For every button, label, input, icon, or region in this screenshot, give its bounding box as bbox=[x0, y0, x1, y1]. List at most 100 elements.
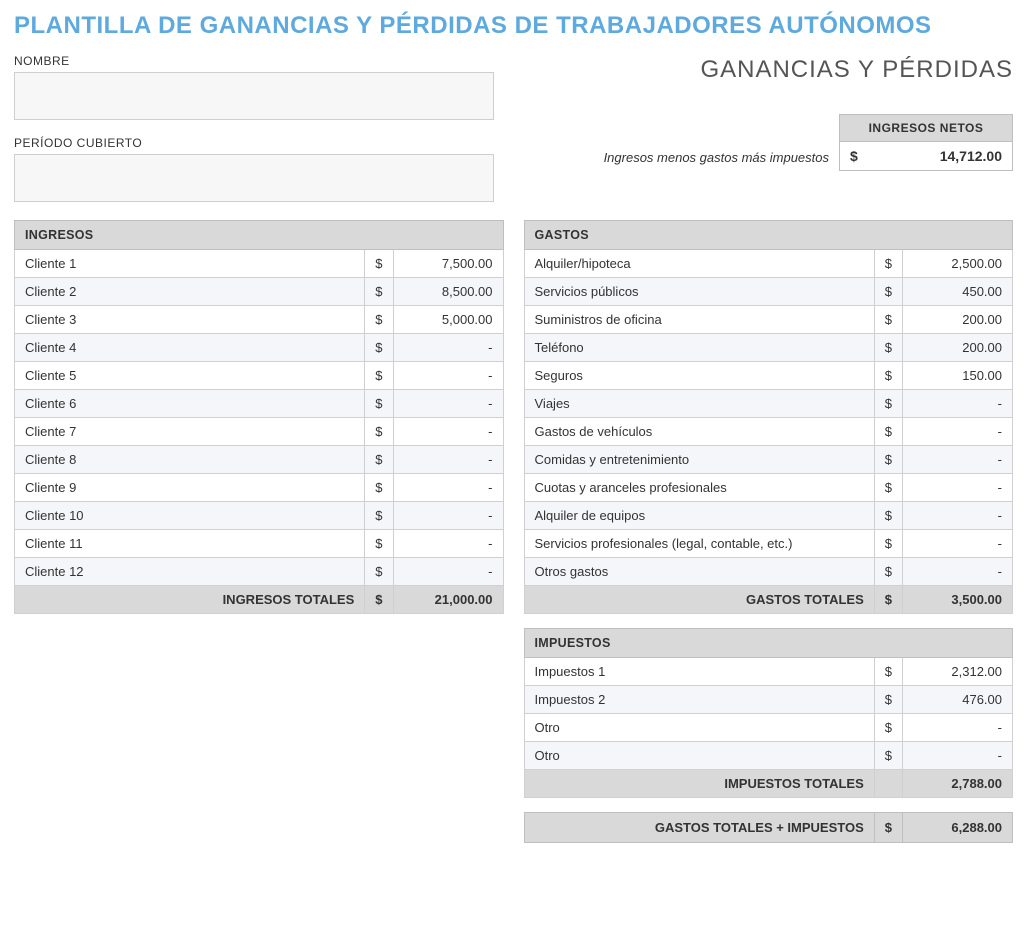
expense-value[interactable]: - bbox=[903, 474, 1013, 502]
expense-value[interactable]: 450.00 bbox=[903, 278, 1013, 306]
income-row: Cliente 5$- bbox=[15, 362, 504, 390]
income-label[interactable]: Cliente 7 bbox=[15, 418, 365, 446]
expense-value[interactable]: - bbox=[903, 558, 1013, 586]
expense-total-label: GASTOS TOTALES bbox=[524, 586, 874, 614]
income-label[interactable]: Cliente 2 bbox=[15, 278, 365, 306]
currency-symbol: $ bbox=[874, 502, 902, 530]
expense-value[interactable]: - bbox=[903, 446, 1013, 474]
income-label[interactable]: Cliente 11 bbox=[15, 530, 365, 558]
income-label[interactable]: Cliente 6 bbox=[15, 390, 365, 418]
expense-value[interactable]: - bbox=[903, 418, 1013, 446]
income-label[interactable]: Cliente 3 bbox=[15, 306, 365, 334]
tax-value[interactable]: 2,312.00 bbox=[903, 658, 1013, 686]
income-label[interactable]: Cliente 9 bbox=[15, 474, 365, 502]
income-label[interactable]: Cliente 8 bbox=[15, 446, 365, 474]
income-value[interactable]: - bbox=[393, 390, 503, 418]
currency-symbol: $ bbox=[365, 558, 393, 586]
income-row: Cliente 11$- bbox=[15, 530, 504, 558]
name-input[interactable] bbox=[14, 72, 494, 120]
expense-label[interactable]: Gastos de vehículos bbox=[524, 418, 874, 446]
net-header: INGRESOS NETOS bbox=[839, 114, 1013, 142]
currency-symbol: $ bbox=[874, 250, 902, 278]
currency-symbol: $ bbox=[365, 586, 393, 614]
income-value[interactable]: 8,500.00 bbox=[393, 278, 503, 306]
income-value[interactable]: - bbox=[393, 334, 503, 362]
net-value: 14,712.00 bbox=[940, 148, 1002, 164]
income-label[interactable]: Cliente 4 bbox=[15, 334, 365, 362]
currency-symbol bbox=[874, 770, 902, 798]
tax-row: Otro$- bbox=[524, 742, 1013, 770]
currency-symbol: $ bbox=[874, 558, 902, 586]
income-value[interactable]: - bbox=[393, 474, 503, 502]
income-row: Cliente 3$5,000.00 bbox=[15, 306, 504, 334]
grand-total-table: GASTOS TOTALES + IMPUESTOS $ 6,288.00 bbox=[524, 812, 1014, 843]
income-value[interactable]: 5,000.00 bbox=[393, 306, 503, 334]
income-label[interactable]: Cliente 5 bbox=[15, 362, 365, 390]
currency-symbol: $ bbox=[874, 586, 902, 614]
currency-symbol: $ bbox=[874, 362, 902, 390]
expense-label[interactable]: Alquiler/hipoteca bbox=[524, 250, 874, 278]
expense-label[interactable]: Suministros de oficina bbox=[524, 306, 874, 334]
currency-symbol: $ bbox=[874, 334, 902, 362]
tax-value[interactable]: - bbox=[903, 742, 1013, 770]
currency-symbol: $ bbox=[365, 530, 393, 558]
expense-label[interactable]: Otros gastos bbox=[524, 558, 874, 586]
page-title: PLANTILLA DE GANANCIAS Y PÉRDIDAS DE TRA… bbox=[14, 12, 1013, 40]
expense-value[interactable]: 200.00 bbox=[903, 334, 1013, 362]
expense-value[interactable]: 150.00 bbox=[903, 362, 1013, 390]
currency-symbol: $ bbox=[874, 418, 902, 446]
subtitle: GANANCIAS Y PÉRDIDAS bbox=[514, 56, 1013, 84]
currency-symbol: $ bbox=[365, 250, 393, 278]
expense-label[interactable]: Viajes bbox=[524, 390, 874, 418]
currency-symbol: $ bbox=[365, 502, 393, 530]
income-label[interactable]: Cliente 1 bbox=[15, 250, 365, 278]
expense-label[interactable]: Cuotas y aranceles profesionales bbox=[524, 474, 874, 502]
income-value[interactable]: - bbox=[393, 362, 503, 390]
expense-value[interactable]: - bbox=[903, 390, 1013, 418]
income-row: Cliente 9$- bbox=[15, 474, 504, 502]
period-input[interactable] bbox=[14, 154, 494, 202]
income-total-label: INGRESOS TOTALES bbox=[15, 586, 365, 614]
expense-label[interactable]: Comidas y entretenimiento bbox=[524, 446, 874, 474]
income-value[interactable]: - bbox=[393, 418, 503, 446]
tax-value[interactable]: 476.00 bbox=[903, 686, 1013, 714]
income-value[interactable]: 7,500.00 bbox=[393, 250, 503, 278]
income-row: Cliente 1$7,500.00 bbox=[15, 250, 504, 278]
currency-symbol: $ bbox=[365, 334, 393, 362]
net-caption: Ingresos menos gastos más impuestos bbox=[604, 150, 829, 171]
tax-label[interactable]: Otro bbox=[524, 742, 874, 770]
expense-total-row: GASTOS TOTALES$3,500.00 bbox=[524, 586, 1013, 614]
expense-value[interactable]: 200.00 bbox=[903, 306, 1013, 334]
tax-label[interactable]: Impuestos 1 bbox=[524, 658, 874, 686]
expense-row: Gastos de vehículos$- bbox=[524, 418, 1013, 446]
expense-row: Teléfono$200.00 bbox=[524, 334, 1013, 362]
expense-row: Alquiler/hipoteca$2,500.00 bbox=[524, 250, 1013, 278]
tax-label[interactable]: Impuestos 2 bbox=[524, 686, 874, 714]
income-header: INGRESOS bbox=[15, 221, 504, 250]
net-income-box: INGRESOS NETOS $ 14,712.00 bbox=[839, 114, 1013, 171]
expense-row: Suministros de oficina$200.00 bbox=[524, 306, 1013, 334]
tax-total-label: IMPUESTOS TOTALES bbox=[524, 770, 874, 798]
expense-label[interactable]: Teléfono bbox=[524, 334, 874, 362]
income-total-value: 21,000.00 bbox=[393, 586, 503, 614]
income-row: Cliente 8$- bbox=[15, 446, 504, 474]
income-value[interactable]: - bbox=[393, 558, 503, 586]
income-value[interactable]: - bbox=[393, 502, 503, 530]
expense-row: Seguros$150.00 bbox=[524, 362, 1013, 390]
expense-label[interactable]: Seguros bbox=[524, 362, 874, 390]
expense-total-value: 3,500.00 bbox=[903, 586, 1013, 614]
tax-label[interactable]: Otro bbox=[524, 714, 874, 742]
income-value[interactable]: - bbox=[393, 530, 503, 558]
expense-value[interactable]: - bbox=[903, 502, 1013, 530]
currency-symbol: $ bbox=[874, 714, 902, 742]
expense-value[interactable]: - bbox=[903, 530, 1013, 558]
income-value[interactable]: - bbox=[393, 446, 503, 474]
expense-value[interactable]: 2,500.00 bbox=[903, 250, 1013, 278]
tax-value[interactable]: - bbox=[903, 714, 1013, 742]
expense-label[interactable]: Servicios profesionales (legal, contable… bbox=[524, 530, 874, 558]
income-label[interactable]: Cliente 10 bbox=[15, 502, 365, 530]
expense-label[interactable]: Alquiler de equipos bbox=[524, 502, 874, 530]
expense-label[interactable]: Servicios públicos bbox=[524, 278, 874, 306]
income-label[interactable]: Cliente 12 bbox=[15, 558, 365, 586]
currency-symbol: $ bbox=[874, 530, 902, 558]
